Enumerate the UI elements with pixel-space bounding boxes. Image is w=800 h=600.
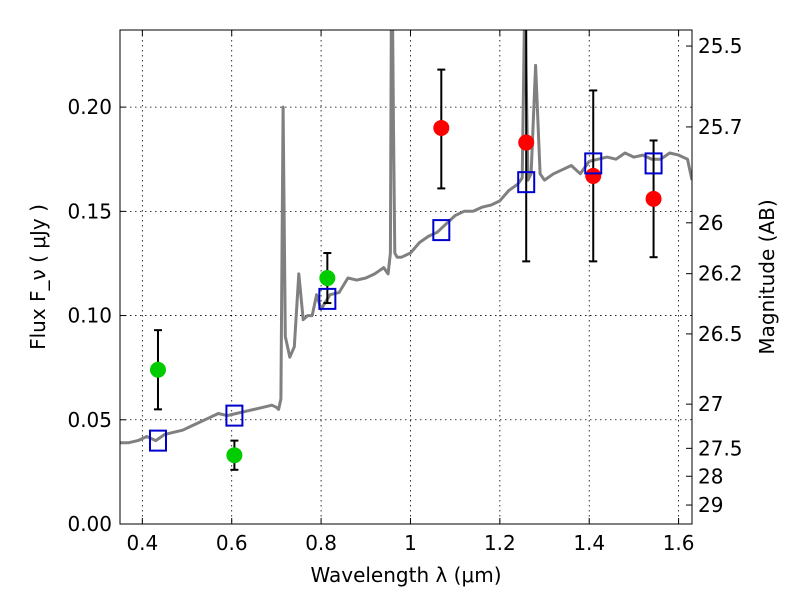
right-tick-label: 26.5 xyxy=(698,322,743,346)
photometry-point xyxy=(149,361,166,378)
points-layer xyxy=(148,30,663,471)
photometry-point xyxy=(226,447,243,464)
photometry-point xyxy=(645,190,662,207)
model-flux-square xyxy=(225,404,244,427)
x-tick-label: 0.8 xyxy=(305,531,337,555)
axes: 0.4 0.6 0.8 1 1.2 1.4 1.6 0.00 0.05 0.10 0.15 0.20 2… xyxy=(67,30,743,555)
model-flux-square xyxy=(644,152,663,175)
photometry-point xyxy=(433,119,450,136)
right-tick-label: 26 xyxy=(698,211,723,235)
right-tick-label: 25.5 xyxy=(698,34,743,58)
photometry-point xyxy=(319,270,336,287)
right-axis-title: Magnitude (AB) xyxy=(755,199,779,354)
y-tick-label: 0.10 xyxy=(67,304,112,328)
photometry-point xyxy=(518,134,535,151)
right-tick-label: 25.7 xyxy=(698,115,743,139)
x-axis-title: Wavelength λ (μm) xyxy=(310,563,501,587)
y-axis-title: Flux F_ν ( μJy ) xyxy=(26,204,50,350)
model-flux-square xyxy=(584,152,603,175)
x-tick-label: 1.6 xyxy=(663,531,695,555)
x-tick-label: 1.2 xyxy=(484,531,516,555)
x-tick-label: 0.4 xyxy=(126,531,158,555)
model-flux-square xyxy=(517,171,536,194)
x-tick-label: 0.6 xyxy=(216,531,248,555)
model-spectrum-line xyxy=(120,30,692,445)
y-tick-label: 0.00 xyxy=(67,512,112,536)
right-tick-label: 26.2 xyxy=(698,262,743,286)
photometry-point xyxy=(585,167,602,184)
right-tick-label: 27 xyxy=(698,392,723,416)
right-tick-label: 29 xyxy=(698,493,723,517)
y-tick-label: 0.15 xyxy=(67,199,112,223)
spectrum-layer xyxy=(120,30,692,445)
x-tick-label: 1 xyxy=(404,531,417,555)
model-flux-square xyxy=(318,287,337,310)
y-tick-label: 0.20 xyxy=(67,95,112,119)
model-flux-square xyxy=(148,429,167,452)
plot-frame xyxy=(119,29,693,525)
right-tick-label: 27.5 xyxy=(698,436,743,460)
right-tick-label: 28 xyxy=(698,464,723,488)
x-tick-label: 1.4 xyxy=(573,531,605,555)
y-tick-label: 0.05 xyxy=(67,408,112,432)
model-flux-square xyxy=(432,219,451,242)
